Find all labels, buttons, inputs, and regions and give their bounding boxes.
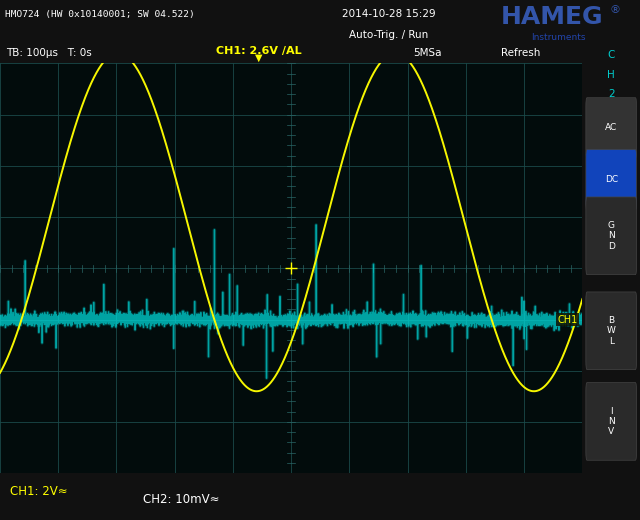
- Text: CH2: 10mV≈: CH2: 10mV≈: [143, 493, 219, 505]
- Text: ▼: ▼: [255, 53, 263, 62]
- Text: AC: AC: [605, 123, 618, 133]
- Text: G
N
D: G N D: [608, 221, 614, 251]
- Text: DC: DC: [605, 175, 618, 184]
- Text: 2014-10-28 15:29: 2014-10-28 15:29: [342, 9, 436, 19]
- FancyBboxPatch shape: [586, 98, 637, 158]
- FancyBboxPatch shape: [586, 292, 637, 370]
- Text: 5MSa: 5MSa: [413, 47, 442, 58]
- Text: Refresh: Refresh: [501, 47, 540, 58]
- Text: HAMEG: HAMEG: [500, 5, 603, 29]
- FancyBboxPatch shape: [586, 197, 637, 275]
- Text: I
N
V: I N V: [608, 407, 614, 436]
- Text: CH1: CH1: [557, 315, 578, 324]
- Text: C: C: [607, 50, 615, 60]
- FancyBboxPatch shape: [586, 383, 637, 460]
- Text: 2: 2: [608, 89, 614, 99]
- Text: TB: 100µs   T: 0s: TB: 100µs T: 0s: [6, 47, 92, 58]
- Text: CH1: 2.6V /AL: CH1: 2.6V /AL: [216, 46, 302, 57]
- Text: HMO724 (HW 0x10140001; SW 04.522): HMO724 (HW 0x10140001; SW 04.522): [5, 10, 195, 19]
- Text: Instruments: Instruments: [531, 33, 586, 42]
- Text: ®: ®: [609, 5, 620, 15]
- Text: H: H: [607, 70, 615, 80]
- FancyBboxPatch shape: [586, 149, 637, 210]
- Text: +T-: +T-: [588, 264, 602, 273]
- Text: B
W
L: B W L: [607, 316, 616, 346]
- Text: CH1: 2V≈: CH1: 2V≈: [10, 486, 67, 498]
- Text: Auto-Trig. / Run: Auto-Trig. / Run: [349, 30, 429, 40]
